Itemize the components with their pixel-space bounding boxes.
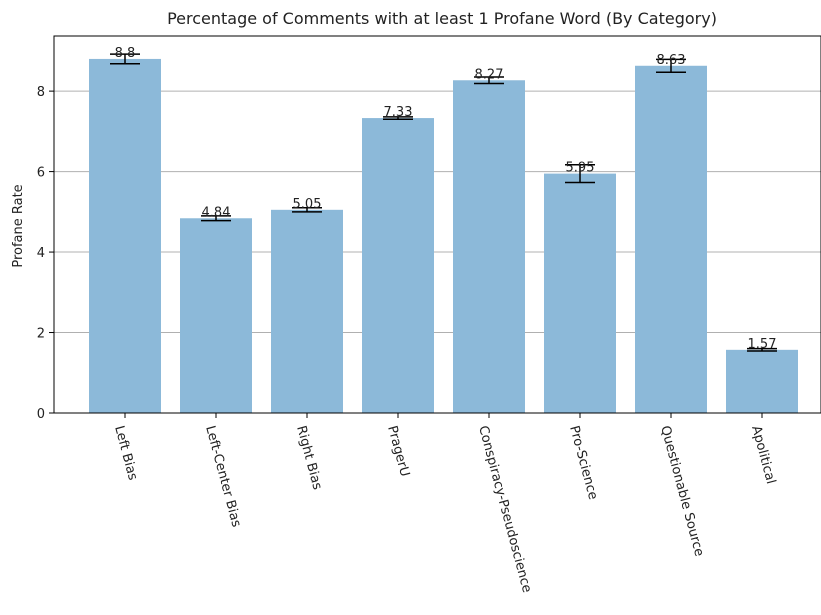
x-ticks: Left Bias Left-Center Bias Right Bias Prage… <box>111 413 778 594</box>
bar <box>453 80 525 413</box>
bar <box>89 58 161 413</box>
data-label: 4.84 <box>202 205 231 220</box>
bar <box>544 173 616 413</box>
bar <box>271 209 343 413</box>
x-tick-label: Questionable Source <box>657 424 706 558</box>
error-bar <box>565 164 595 184</box>
data-label: 8.27 <box>475 67 504 82</box>
error-bars <box>110 53 777 352</box>
y-axis-label: Profane Rate <box>11 184 26 267</box>
x-tick-label: Conspiracy-Pseudoscience <box>475 424 534 594</box>
error-bar <box>474 76 504 85</box>
y-tick-label: 0 <box>37 407 45 422</box>
y-tick-label: 8 <box>37 85 45 100</box>
data-label: 1.57 <box>748 337 777 352</box>
x-tick-label: Left-Center Bias <box>202 424 244 529</box>
x-tick-label: Right Bias <box>293 424 325 491</box>
bars <box>89 58 798 413</box>
error-bar <box>201 215 231 222</box>
error-bar <box>110 53 140 65</box>
y-tick-label: 4 <box>37 246 45 261</box>
bar <box>726 349 798 413</box>
x-tick-label: Apolitical <box>748 424 778 486</box>
chart-title: Percentage of Comments with at least 1 P… <box>167 9 717 28</box>
x-tick-label: Pro-Science <box>566 424 600 501</box>
error-bar <box>383 116 413 121</box>
y-tick-label: 6 <box>37 166 45 181</box>
y-tick-label: 2 <box>37 327 45 342</box>
bar <box>362 118 434 413</box>
data-label: 7.33 <box>384 105 413 120</box>
data-label: 5.95 <box>566 161 595 176</box>
data-labels: 8.8 4.84 5.05 7.33 8.27 5.95 8.63 1.57 <box>115 46 777 352</box>
data-label: 8.63 <box>657 53 686 68</box>
error-bar <box>747 347 777 352</box>
plot-frame <box>53 35 821 414</box>
data-label: 8.8 <box>115 46 136 61</box>
bar <box>635 65 707 413</box>
data-label: 5.05 <box>293 197 322 212</box>
bar <box>180 218 252 413</box>
y-ticks: 0 2 4 6 8 <box>37 85 54 422</box>
x-tick-label: PragerU <box>384 424 412 478</box>
error-bar <box>292 207 322 213</box>
x-tick-label: Left Bias <box>111 424 140 482</box>
error-bar <box>656 58 686 73</box>
